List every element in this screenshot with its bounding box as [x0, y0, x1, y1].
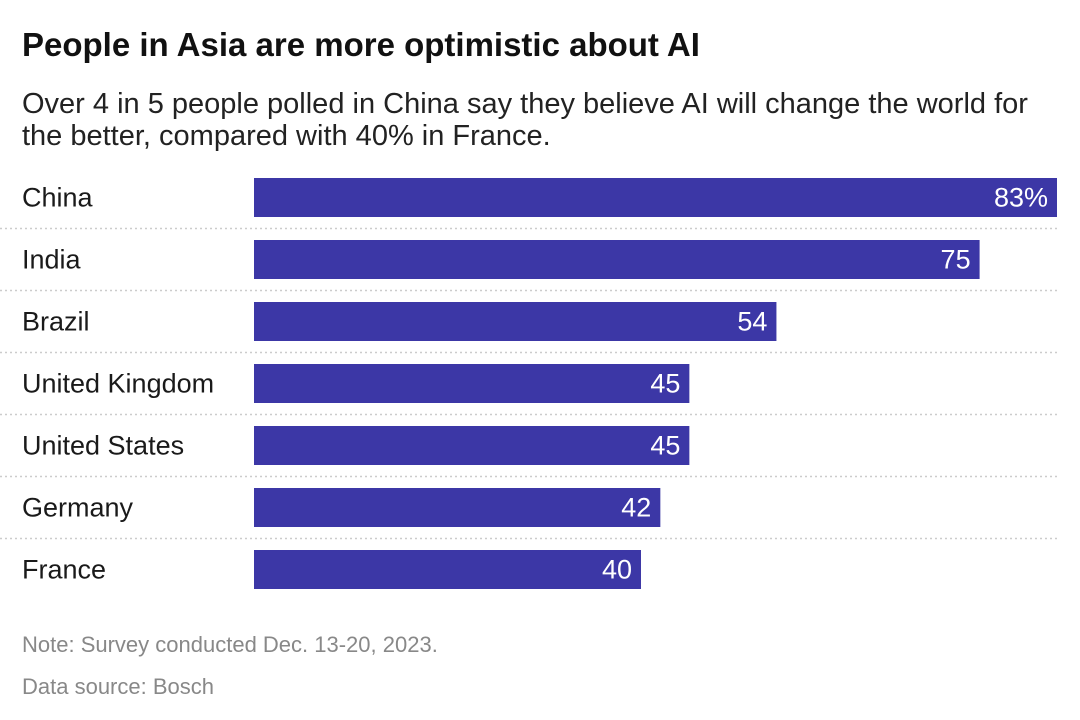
category-label: United States — [22, 431, 184, 461]
category-label: Brazil — [22, 307, 90, 337]
bar — [254, 364, 690, 403]
category-label: France — [22, 555, 106, 585]
bar — [254, 550, 641, 589]
data-label: 40 — [602, 555, 632, 585]
bar — [254, 426, 690, 465]
bar — [254, 302, 777, 341]
bar — [254, 178, 1057, 217]
data-label: 83% — [994, 183, 1048, 213]
category-label: Germany — [22, 493, 134, 523]
data-label: 45 — [650, 369, 680, 399]
chart-title: People in Asia are more optimistic about… — [22, 26, 700, 63]
chart-source: Data source: Bosch — [22, 674, 214, 699]
data-label: 45 — [650, 431, 680, 461]
category-label: United Kingdom — [22, 369, 214, 399]
data-label: 54 — [737, 307, 767, 337]
data-label: 42 — [621, 493, 651, 523]
category-label: China — [22, 183, 94, 213]
category-label: India — [22, 245, 82, 275]
data-label: 75 — [941, 245, 971, 275]
chart-subtitle: Over 4 in 5 people polled in China say t… — [22, 88, 1028, 152]
bar — [254, 488, 661, 527]
chart-note: Note: Survey conducted Dec. 13-20, 2023. — [22, 632, 438, 657]
bar — [254, 240, 980, 279]
